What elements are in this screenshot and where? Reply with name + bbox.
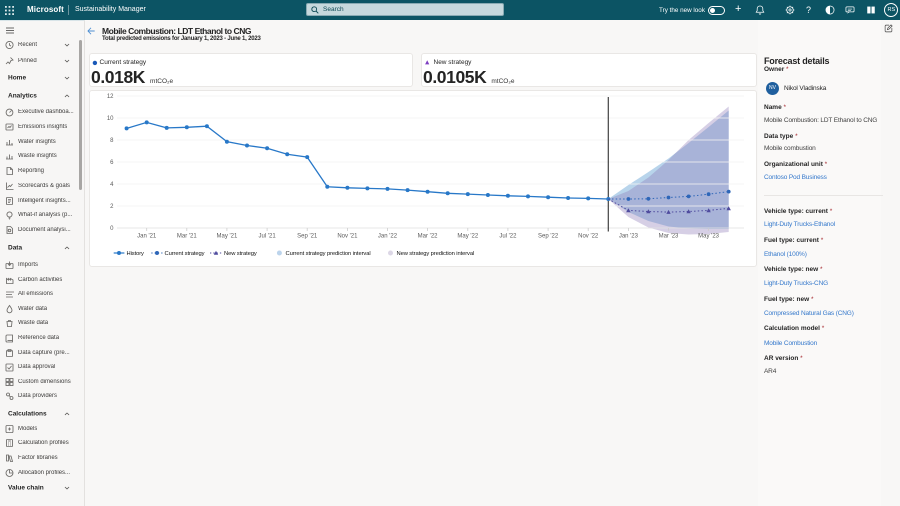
svg-text:May '23: May '23 <box>698 234 719 240</box>
svg-text:New strategy prediction interv: New strategy prediction interval <box>397 251 475 257</box>
svg-text:12: 12 <box>107 94 114 100</box>
svg-text:10: 10 <box>107 116 114 122</box>
svg-text:Sep '21: Sep '21 <box>297 234 318 240</box>
svg-text:Mar '22: Mar '22 <box>418 234 438 240</box>
svg-text:4: 4 <box>110 182 114 188</box>
svg-text:Jul '22: Jul '22 <box>499 234 517 240</box>
svg-text:Current strategy prediction in: Current strategy prediction interval <box>286 251 371 257</box>
svg-text:Mar '23: Mar '23 <box>659 234 679 240</box>
svg-text:2: 2 <box>110 204 114 210</box>
svg-text:Jan '21: Jan '21 <box>137 234 157 240</box>
svg-text:Jan '22: Jan '22 <box>378 234 398 240</box>
svg-text:Jul '21: Jul '21 <box>259 234 277 240</box>
svg-text:New strategy: New strategy <box>224 251 257 257</box>
svg-text:Nov '22: Nov '22 <box>578 234 599 240</box>
svg-text:May '21: May '21 <box>216 234 237 240</box>
svg-text:0: 0 <box>110 226 114 232</box>
svg-text:6: 6 <box>110 160 114 166</box>
svg-text:Current strategy: Current strategy <box>165 251 205 257</box>
svg-text:History: History <box>127 251 145 257</box>
svg-text:Jan '23: Jan '23 <box>619 234 639 240</box>
svg-text:May '22: May '22 <box>457 234 478 240</box>
svg-text:Sep '22: Sep '22 <box>538 234 559 240</box>
svg-text:Nov '21: Nov '21 <box>337 234 358 240</box>
svg-text:Mar '21: Mar '21 <box>177 234 197 240</box>
svg-text:8: 8 <box>110 138 114 144</box>
